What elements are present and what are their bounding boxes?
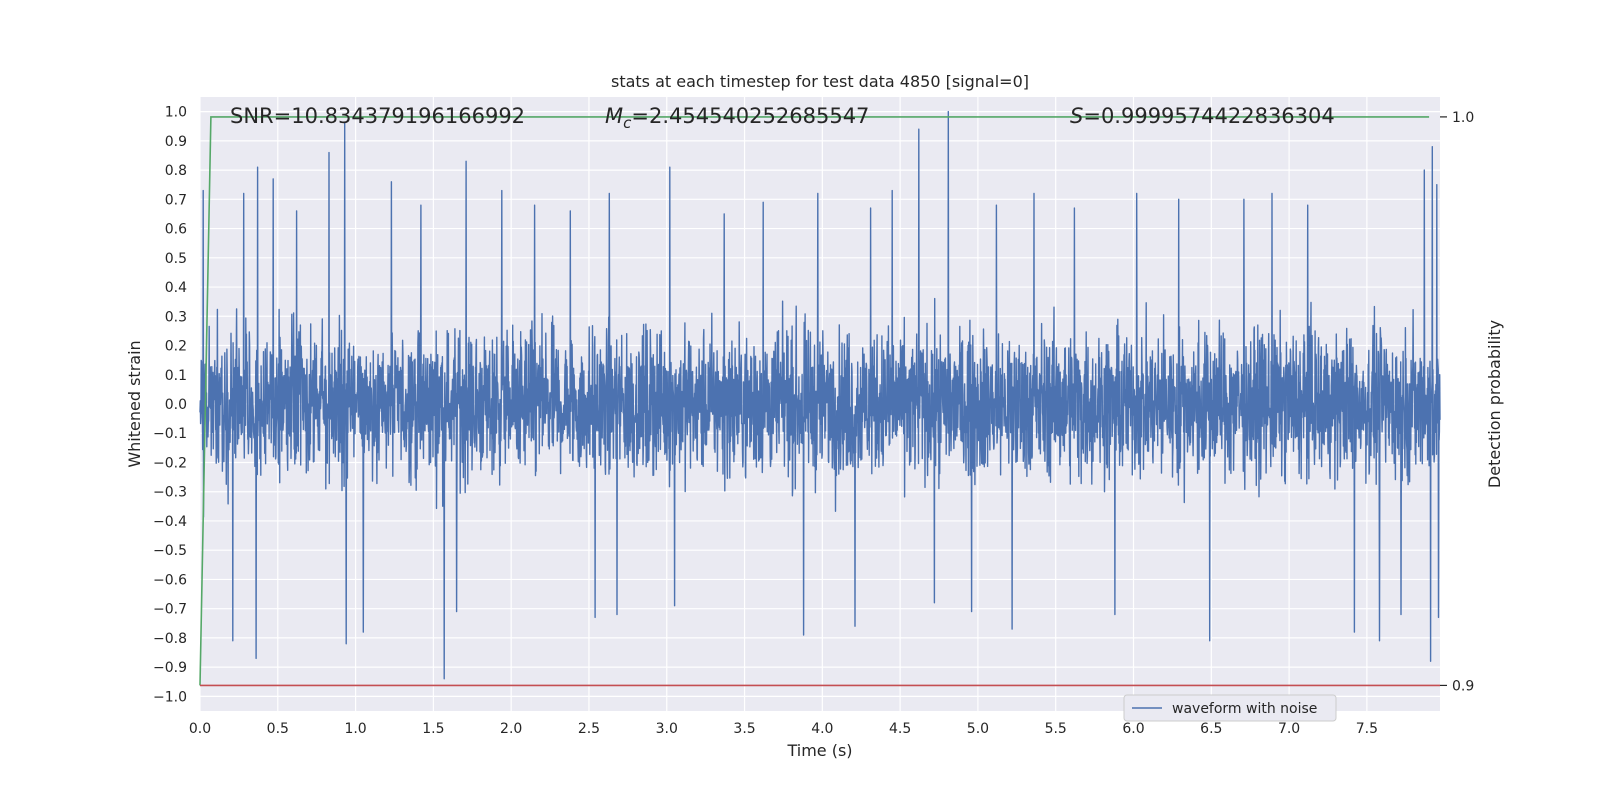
x-tick-label: 4.0: [811, 721, 833, 737]
legend-box: [1123, 694, 1337, 722]
annotation-mc-subscript: c: [623, 114, 632, 132]
x-tick-label: 2.0: [500, 721, 522, 737]
x-tick-label: 3.0: [656, 721, 678, 737]
y-tick-label: −0.6: [153, 572, 187, 588]
x-tick-label: 6.5: [1200, 721, 1222, 737]
annotation-chirp-mass: Mc=2.454540252685547: [605, 104, 869, 132]
y-tick-label: −0.3: [153, 485, 187, 501]
x-tick-label: 7.5: [1356, 721, 1378, 737]
x-tick-label: 5.5: [1045, 721, 1067, 737]
x-tick-label: 5.0: [967, 721, 989, 737]
annotation-mc-value: =2.454540252685547: [631, 104, 869, 128]
y-tick-label: −0.4: [153, 514, 187, 530]
series-line-detection-probability: [199, 116, 1430, 686]
x-tick-label: 1.5: [422, 721, 444, 737]
x-axis-title: Time (s): [786, 741, 852, 760]
y-tick-label: 0.6: [165, 222, 187, 238]
x-tick-label: 7.0: [1278, 721, 1300, 737]
x-tick-label: 0.0: [189, 721, 211, 737]
y-tick-label: 1.0: [165, 105, 187, 121]
y-tick-label: −0.5: [153, 543, 187, 559]
annotation-s-symbol: S: [1070, 104, 1083, 128]
legend-label-waveform: waveform with noise: [1172, 701, 1317, 717]
annotation-s: S=0.9999574422836304: [1070, 104, 1335, 128]
x-tick-label: 1.0: [344, 721, 366, 737]
x-tick-label: 3.5: [733, 721, 755, 737]
x-tick-label: 4.5: [889, 721, 911, 737]
y-tick-label: −0.7: [153, 602, 187, 618]
y-tick-label: −0.9: [153, 660, 187, 676]
y2-tick-label: 0.9: [1452, 678, 1474, 694]
legend: waveform with noise: [1123, 694, 1337, 722]
y-axis-title: Whitened strain: [125, 340, 144, 467]
y-tick-label: 0.4: [165, 280, 187, 296]
y-tick-label: 0.1: [165, 368, 187, 384]
y-tick-label: 0.2: [165, 339, 187, 355]
y-tick-label: 0.0: [165, 397, 187, 413]
y-tick-label: −0.1: [153, 426, 187, 442]
chart-title: stats at each timestep for test data 485…: [611, 72, 1029, 91]
annotation-mc-symbol: M: [605, 104, 623, 128]
annotation-s-value: =0.9999574422836304: [1083, 104, 1334, 128]
y-tick-label: 0.9: [165, 134, 187, 150]
series-layer: [199, 110, 1441, 687]
y-tick-label: −1.0: [153, 689, 187, 705]
x-tick-label: 6.0: [1122, 721, 1144, 737]
x-tick-label: 0.5: [267, 721, 289, 737]
y-tick-label: 0.5: [165, 251, 187, 267]
y-tick-label: 0.3: [165, 309, 187, 325]
y-tick-label: 0.7: [165, 192, 187, 208]
tick-layer: 0.0 0.5 1.0 1.5 2.0 2.5 3.0 3.5 4.0 4.5 5.0 5.5 6.0 6…: [153, 105, 1474, 737]
y2-tick-label: 1.0: [1452, 110, 1474, 126]
series-line-waveform: [199, 110, 1441, 680]
y-tick-label: 0.8: [165, 163, 187, 179]
y-tick-label: −0.2: [153, 455, 187, 471]
y2-axis-title: Detection probability: [1485, 320, 1504, 488]
annotation-snr: SNR=10.834379196166992: [230, 104, 525, 128]
x-tick-label: 2.5: [578, 721, 600, 737]
y-tick-label: −0.8: [153, 631, 187, 647]
